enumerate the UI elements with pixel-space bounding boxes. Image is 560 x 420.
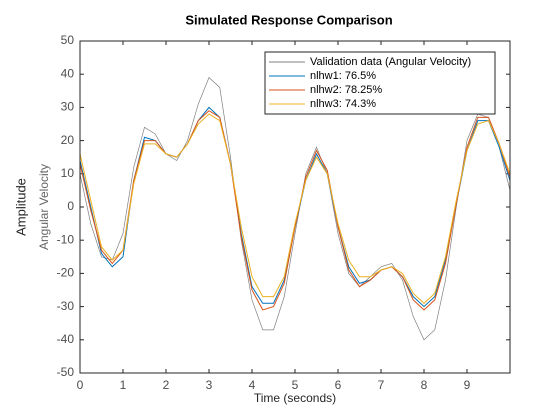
y-tick-label: -10 (57, 232, 75, 246)
legend-label: nlhw3: 74.3% (310, 98, 376, 110)
x-tick-label: 9 (464, 378, 471, 392)
x-tick-label: 2 (163, 378, 170, 392)
y-tick-label: 20 (61, 133, 75, 147)
chart-title: Simulated Response Comparison (185, 12, 392, 27)
x-tick-label: 8 (421, 378, 428, 392)
x-axis-label: Time (seconds) (254, 391, 336, 405)
y-tick-label: 10 (61, 166, 75, 180)
x-tick-label: 0 (77, 378, 84, 392)
y-tick-label: -40 (57, 332, 75, 346)
series-line (79, 76, 511, 341)
y-tick-label: 0 (67, 199, 74, 213)
series-line (79, 110, 511, 311)
x-tick-label: 5 (292, 378, 299, 392)
y-tick-label: 50 (61, 33, 75, 47)
x-tick-label: 7 (378, 378, 385, 392)
y-tick-label: -20 (57, 266, 75, 280)
y-axis-sublabel: Angular Velocity (37, 164, 51, 250)
y-tick-label: 40 (61, 66, 75, 80)
legend-label: nlhw2: 78.25% (310, 84, 382, 96)
x-tick-label: 4 (249, 378, 256, 392)
x-tick-label: 1 (120, 378, 127, 392)
x-tick-label: 3 (206, 378, 213, 392)
legend-label: nlhw1: 76.5% (310, 70, 376, 82)
y-tick-label: 30 (61, 100, 75, 114)
legend-label: Validation data (Angular Velocity) (310, 56, 471, 68)
y-tick-label: -50 (57, 365, 75, 379)
axes-box (79, 40, 511, 374)
x-tick-label: 6 (335, 378, 342, 392)
y-axis-label: Amplitude (13, 178, 28, 236)
y-tick-label: -30 (57, 299, 75, 313)
series-line (79, 113, 511, 304)
